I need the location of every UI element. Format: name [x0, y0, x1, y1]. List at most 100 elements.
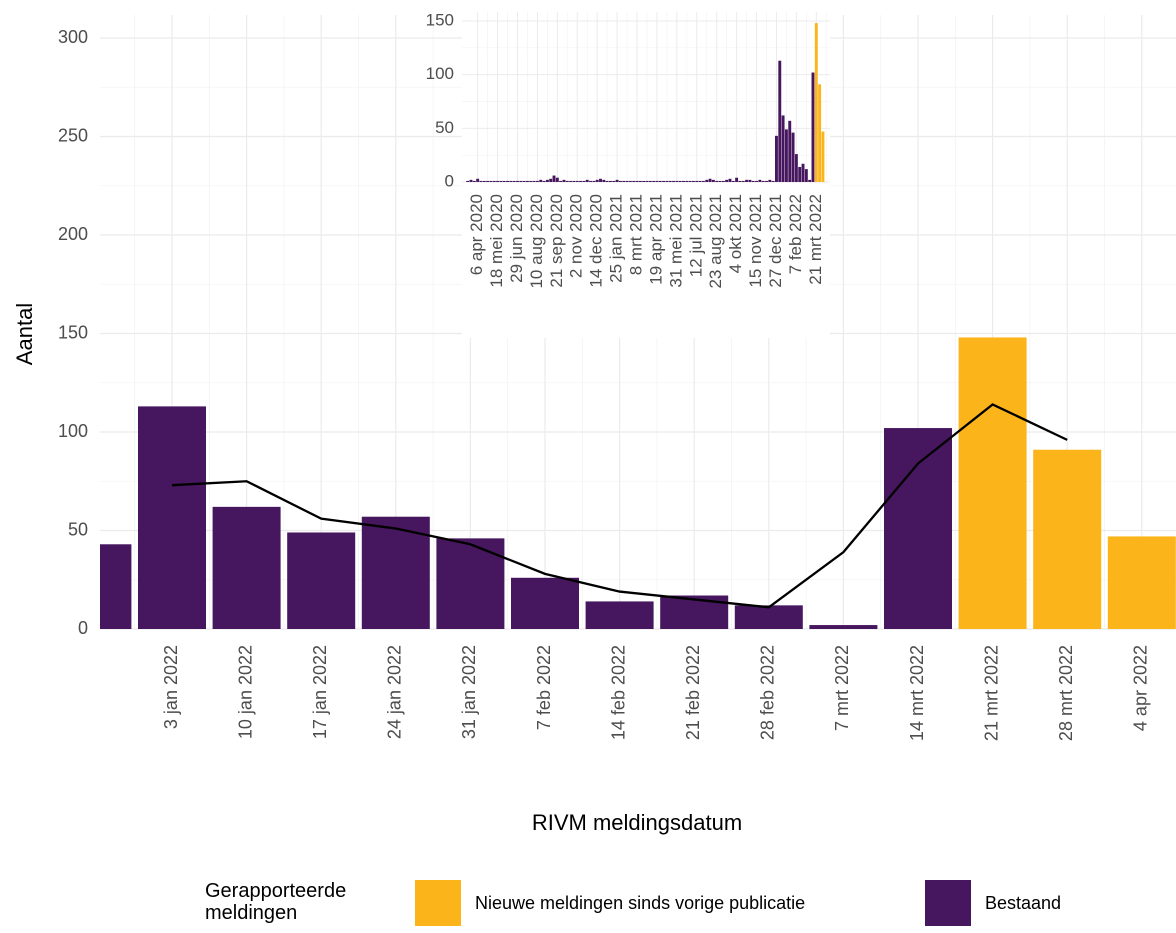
bar: [559, 180, 563, 182]
x-tick-label: 7 mrt 2022: [832, 645, 852, 731]
bar: [482, 180, 486, 182]
x-tick-label: 8 mrt 2021: [627, 194, 646, 275]
bar: [529, 180, 533, 182]
bar: [758, 179, 762, 182]
legend-key: [925, 880, 971, 926]
x-tick-label: 28 mrt 2022: [1056, 645, 1076, 741]
bar: [808, 179, 812, 182]
bar: [516, 180, 519, 182]
bar: [672, 180, 675, 182]
bar: [791, 132, 795, 182]
bar: [615, 179, 619, 182]
bar: [675, 180, 679, 182]
legend-title: Gerapporteerde meldingen: [205, 880, 347, 924]
bar: [361, 516, 430, 629]
bar: [466, 180, 470, 182]
bar: [562, 179, 566, 182]
bar: [555, 177, 559, 182]
y-tick-label: 250: [58, 125, 88, 145]
bar: [701, 180, 705, 182]
bar: [711, 179, 715, 182]
bar: [565, 180, 569, 182]
bar: [721, 180, 725, 182]
bar: [472, 180, 476, 182]
bar: [804, 169, 808, 182]
bar: [748, 179, 752, 182]
panel: [462, 12, 830, 338]
bar: [688, 180, 692, 182]
bar: [496, 180, 500, 182]
bar: [655, 180, 659, 182]
x-tick-label: 27 dec 2021: [766, 194, 785, 288]
x-tick-label: 31 jan 2022: [459, 645, 479, 739]
bar: [715, 180, 719, 182]
bar: [708, 178, 712, 182]
bar: [731, 180, 735, 182]
bar: [479, 180, 483, 182]
x-tick-label: 15 nov 2021: [746, 194, 765, 288]
y-tick-label: 150: [58, 322, 88, 342]
bar: [589, 180, 592, 182]
x-tick-label: 21 mrt 2022: [981, 645, 1001, 741]
bar: [695, 180, 699, 182]
bar: [801, 163, 805, 182]
bar: [287, 532, 356, 629]
bar: [612, 180, 616, 182]
bar: [622, 180, 626, 182]
bar: [436, 538, 505, 629]
bar: [718, 180, 722, 182]
y-tick-label: 100: [426, 64, 454, 83]
bar: [579, 180, 583, 182]
bar: [958, 337, 1027, 629]
bar: [818, 84, 822, 182]
bar: [535, 180, 539, 182]
bar: [138, 406, 206, 629]
bar: [778, 60, 782, 182]
bar: [645, 180, 649, 182]
bar: [728, 178, 732, 182]
bar: [705, 179, 709, 182]
bar: [511, 577, 579, 629]
bar: [761, 180, 765, 182]
x-tick-label: 7 feb 2022: [534, 645, 554, 730]
x-tick-label: 2 nov 2020: [567, 194, 586, 278]
bar: [605, 180, 609, 182]
x-tick-label: 4 okt 2021: [726, 194, 745, 273]
bar: [635, 180, 639, 182]
x-tick-label: 4 apr 2022: [1131, 645, 1151, 731]
bar: [692, 180, 695, 182]
bar: [662, 180, 666, 182]
bar: [751, 180, 755, 182]
y-axis-title: Aantal: [12, 303, 37, 365]
bar: [602, 179, 606, 182]
x-tick-label: 19 apr 2021: [646, 194, 665, 285]
x-tick-label: 10 aug 2020: [527, 194, 546, 289]
bar: [734, 605, 803, 629]
bar: [595, 179, 599, 182]
legend-key: [415, 880, 461, 926]
bar: [532, 180, 536, 182]
legend-label: Nieuwe meldingen sinds vorige publicatie: [475, 893, 805, 913]
bar: [526, 180, 529, 182]
x-tick-label: 12 jul 2021: [686, 194, 705, 277]
y-tick-label: 300: [58, 27, 88, 47]
bar: [678, 180, 682, 182]
bar: [884, 428, 952, 629]
x-tick-label: 21 feb 2022: [683, 645, 703, 740]
bar: [745, 179, 749, 182]
x-axis-title: RIVM meldingsdatum: [532, 810, 742, 835]
bar: [552, 175, 556, 182]
bar: [575, 180, 579, 182]
y-tick-label: 100: [58, 421, 88, 441]
bar: [798, 166, 802, 182]
y-tick-label: 50: [68, 519, 88, 539]
bar: [100, 544, 132, 629]
x-tick-label: 21 mrt 2022: [806, 194, 825, 285]
bar: [625, 180, 629, 182]
bar: [809, 625, 878, 629]
bar: [652, 180, 656, 182]
bar: [542, 180, 546, 182]
x-tick-label: 31 mei 2021: [666, 194, 685, 288]
bar: [1033, 449, 1102, 629]
bar: [592, 180, 596, 182]
